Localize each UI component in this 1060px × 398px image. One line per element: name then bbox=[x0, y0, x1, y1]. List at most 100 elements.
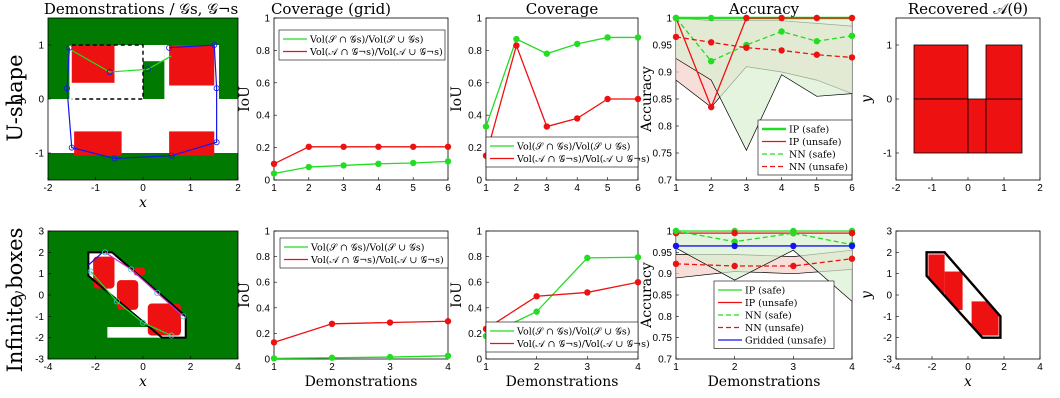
data-point bbox=[634, 34, 642, 41]
y-tick-label: 1 bbox=[666, 227, 672, 238]
y-tick-label: 0.2 bbox=[256, 143, 270, 154]
x-tick-label: 4 bbox=[376, 183, 382, 194]
x-tick-label: 0 bbox=[965, 362, 971, 373]
y-tick-label: 0.4 bbox=[468, 111, 482, 122]
x-tick-label: -2 bbox=[44, 183, 53, 194]
data-point bbox=[672, 33, 680, 41]
series-line bbox=[675, 230, 853, 246]
data-point bbox=[543, 123, 550, 130]
y-tick-label: 0.2 bbox=[468, 329, 482, 340]
y-axis-label: Accuracy bbox=[639, 66, 655, 133]
y-tick-label: 0 bbox=[264, 355, 270, 366]
green-band bbox=[676, 18, 852, 151]
y-tick-label: 0.6 bbox=[468, 78, 482, 89]
y-tick-label: 3 bbox=[38, 227, 44, 238]
data-point bbox=[574, 40, 581, 48]
y-axis-label: y bbox=[11, 94, 27, 104]
y-axis-label: y bbox=[859, 290, 875, 300]
legend-entry: Gridded (unsafe) bbox=[745, 336, 826, 347]
data-point bbox=[410, 143, 417, 150]
demo-panel-infinite-boxes: -4 -2 0 2 4 -3 -2 -1 0 1 2 3 x y bbox=[11, 227, 241, 391]
recovered-infinite-boxes: -4 -2 0 2 4 -3 -2 -1 0 1 2 3 x y bbox=[859, 227, 1043, 391]
legend-entry: NN (safe) bbox=[745, 311, 792, 322]
unsafe-cell-cluster bbox=[116, 280, 139, 310]
y-tick-label: -1 bbox=[883, 149, 892, 160]
x-axis-label: x bbox=[964, 374, 972, 390]
demo-waypoint bbox=[106, 69, 113, 76]
legend-entry: Vol(𝒜 ∩ 𝒢¬s)/Vol(𝒜 ∪ 𝒢¬s) bbox=[310, 255, 444, 266]
y-axis-label: IoU bbox=[449, 282, 465, 308]
y-tick-label: 0.8 bbox=[256, 252, 270, 263]
demo-waypoint bbox=[113, 298, 120, 305]
recovered-box bbox=[985, 44, 1023, 100]
y-tick-label: 1 bbox=[38, 269, 44, 280]
y-tick-label: 0.6 bbox=[256, 78, 270, 89]
x-tick-label: 1 bbox=[188, 183, 194, 194]
data-point bbox=[270, 339, 278, 346]
demo-trajectory bbox=[90, 271, 172, 337]
infinite-boxes-coverage-axes-frame bbox=[485, 230, 639, 360]
series-line bbox=[675, 17, 853, 63]
x-tick-label: 4 bbox=[235, 362, 241, 373]
x-tick-label: 1 bbox=[483, 183, 489, 194]
legend-entry: NN (safe) bbox=[789, 150, 836, 161]
data-point bbox=[584, 254, 591, 262]
x-tick-label: -2 bbox=[892, 183, 901, 194]
legend-entry: IP (safe) bbox=[789, 125, 829, 136]
coverage-grid-u-shape: 1 2 3 4 5 6 0 0.2 0.4 0.6 0.8 1 IoU Vol(𝒮 ∩ 𝒢s)/Vol(𝒮… bbox=[237, 14, 451, 195]
series-line bbox=[273, 160, 449, 175]
x-tick-label: 6 bbox=[849, 183, 855, 194]
y-tick-label: -2 bbox=[35, 333, 44, 344]
demo-trajectory bbox=[66, 44, 218, 160]
series-line bbox=[675, 17, 852, 109]
legend-entry: Vol(𝒮 ∩ 𝒢s)/Vol(𝒮 ∪ 𝒢s) bbox=[310, 243, 425, 254]
legend-entry: Vol(𝒜 ∩ 𝒢¬s)/Vol(𝒜 ∪ 𝒢¬s) bbox=[516, 154, 650, 165]
x-tick-label: 5 bbox=[410, 183, 416, 194]
data-point bbox=[375, 143, 382, 150]
series-line bbox=[273, 355, 449, 360]
y-tick-label: 1 bbox=[264, 227, 270, 238]
accuracy-u-shape: 1 2 3 4 5 6 0.7 0.75 0.8 0.85 0.9 0.95 1 Accuracy IP (… bbox=[639, 14, 855, 195]
data-point bbox=[848, 32, 856, 40]
series-line bbox=[273, 146, 448, 165]
x-tick-label: 2 bbox=[235, 183, 241, 194]
y-tick-label: 1 bbox=[476, 227, 482, 238]
data-point bbox=[708, 14, 715, 22]
demo-waypoint bbox=[66, 44, 73, 51]
data-point bbox=[604, 34, 611, 41]
x-tick-label: -1 bbox=[91, 183, 100, 194]
y-tick-label: 0.6 bbox=[468, 278, 482, 289]
x-tick-label: 5 bbox=[814, 183, 820, 194]
y-tick-label: 0 bbox=[476, 176, 482, 187]
data-point bbox=[743, 14, 750, 22]
unsafe-cell-cluster bbox=[93, 256, 115, 289]
y-tick-label: 0.2 bbox=[468, 143, 482, 154]
free-region bbox=[143, 45, 165, 62]
x-tick-label: 2 bbox=[1001, 362, 1007, 373]
demo-waypoint bbox=[154, 289, 161, 296]
y-tick-label: -3 bbox=[883, 355, 892, 366]
demo-waypoint bbox=[166, 44, 173, 51]
y-tick-label: 0 bbox=[476, 355, 482, 366]
demo-waypoint bbox=[64, 85, 71, 92]
x-tick-label: 1 bbox=[1001, 183, 1007, 194]
data-point bbox=[778, 28, 785, 35]
accuracy-infinite-boxes: 1 2 3 4 0.7 0.75 0.8 0.85 0.9 0.95 1 Demonstrations… bbox=[639, 227, 855, 391]
data-point bbox=[813, 51, 820, 58]
x-tick-label: 3 bbox=[341, 183, 347, 194]
y-axis-label: IoU bbox=[237, 86, 253, 112]
data-point bbox=[340, 162, 347, 169]
x-axis-label: Demonstrations bbox=[708, 374, 821, 390]
x-tick-label: -4 bbox=[44, 362, 53, 373]
demo-waypoint bbox=[111, 155, 118, 162]
data-point bbox=[386, 319, 394, 326]
y-tick-label: 1 bbox=[666, 14, 672, 25]
data-point bbox=[672, 260, 680, 268]
data-point bbox=[708, 58, 715, 65]
data-point bbox=[375, 160, 382, 167]
x-tick-label: 4 bbox=[445, 362, 451, 373]
x-tick-label: 0 bbox=[140, 183, 146, 194]
data-point bbox=[482, 123, 490, 130]
series-line bbox=[485, 36, 638, 127]
y-tick-label: 1 bbox=[886, 269, 892, 280]
